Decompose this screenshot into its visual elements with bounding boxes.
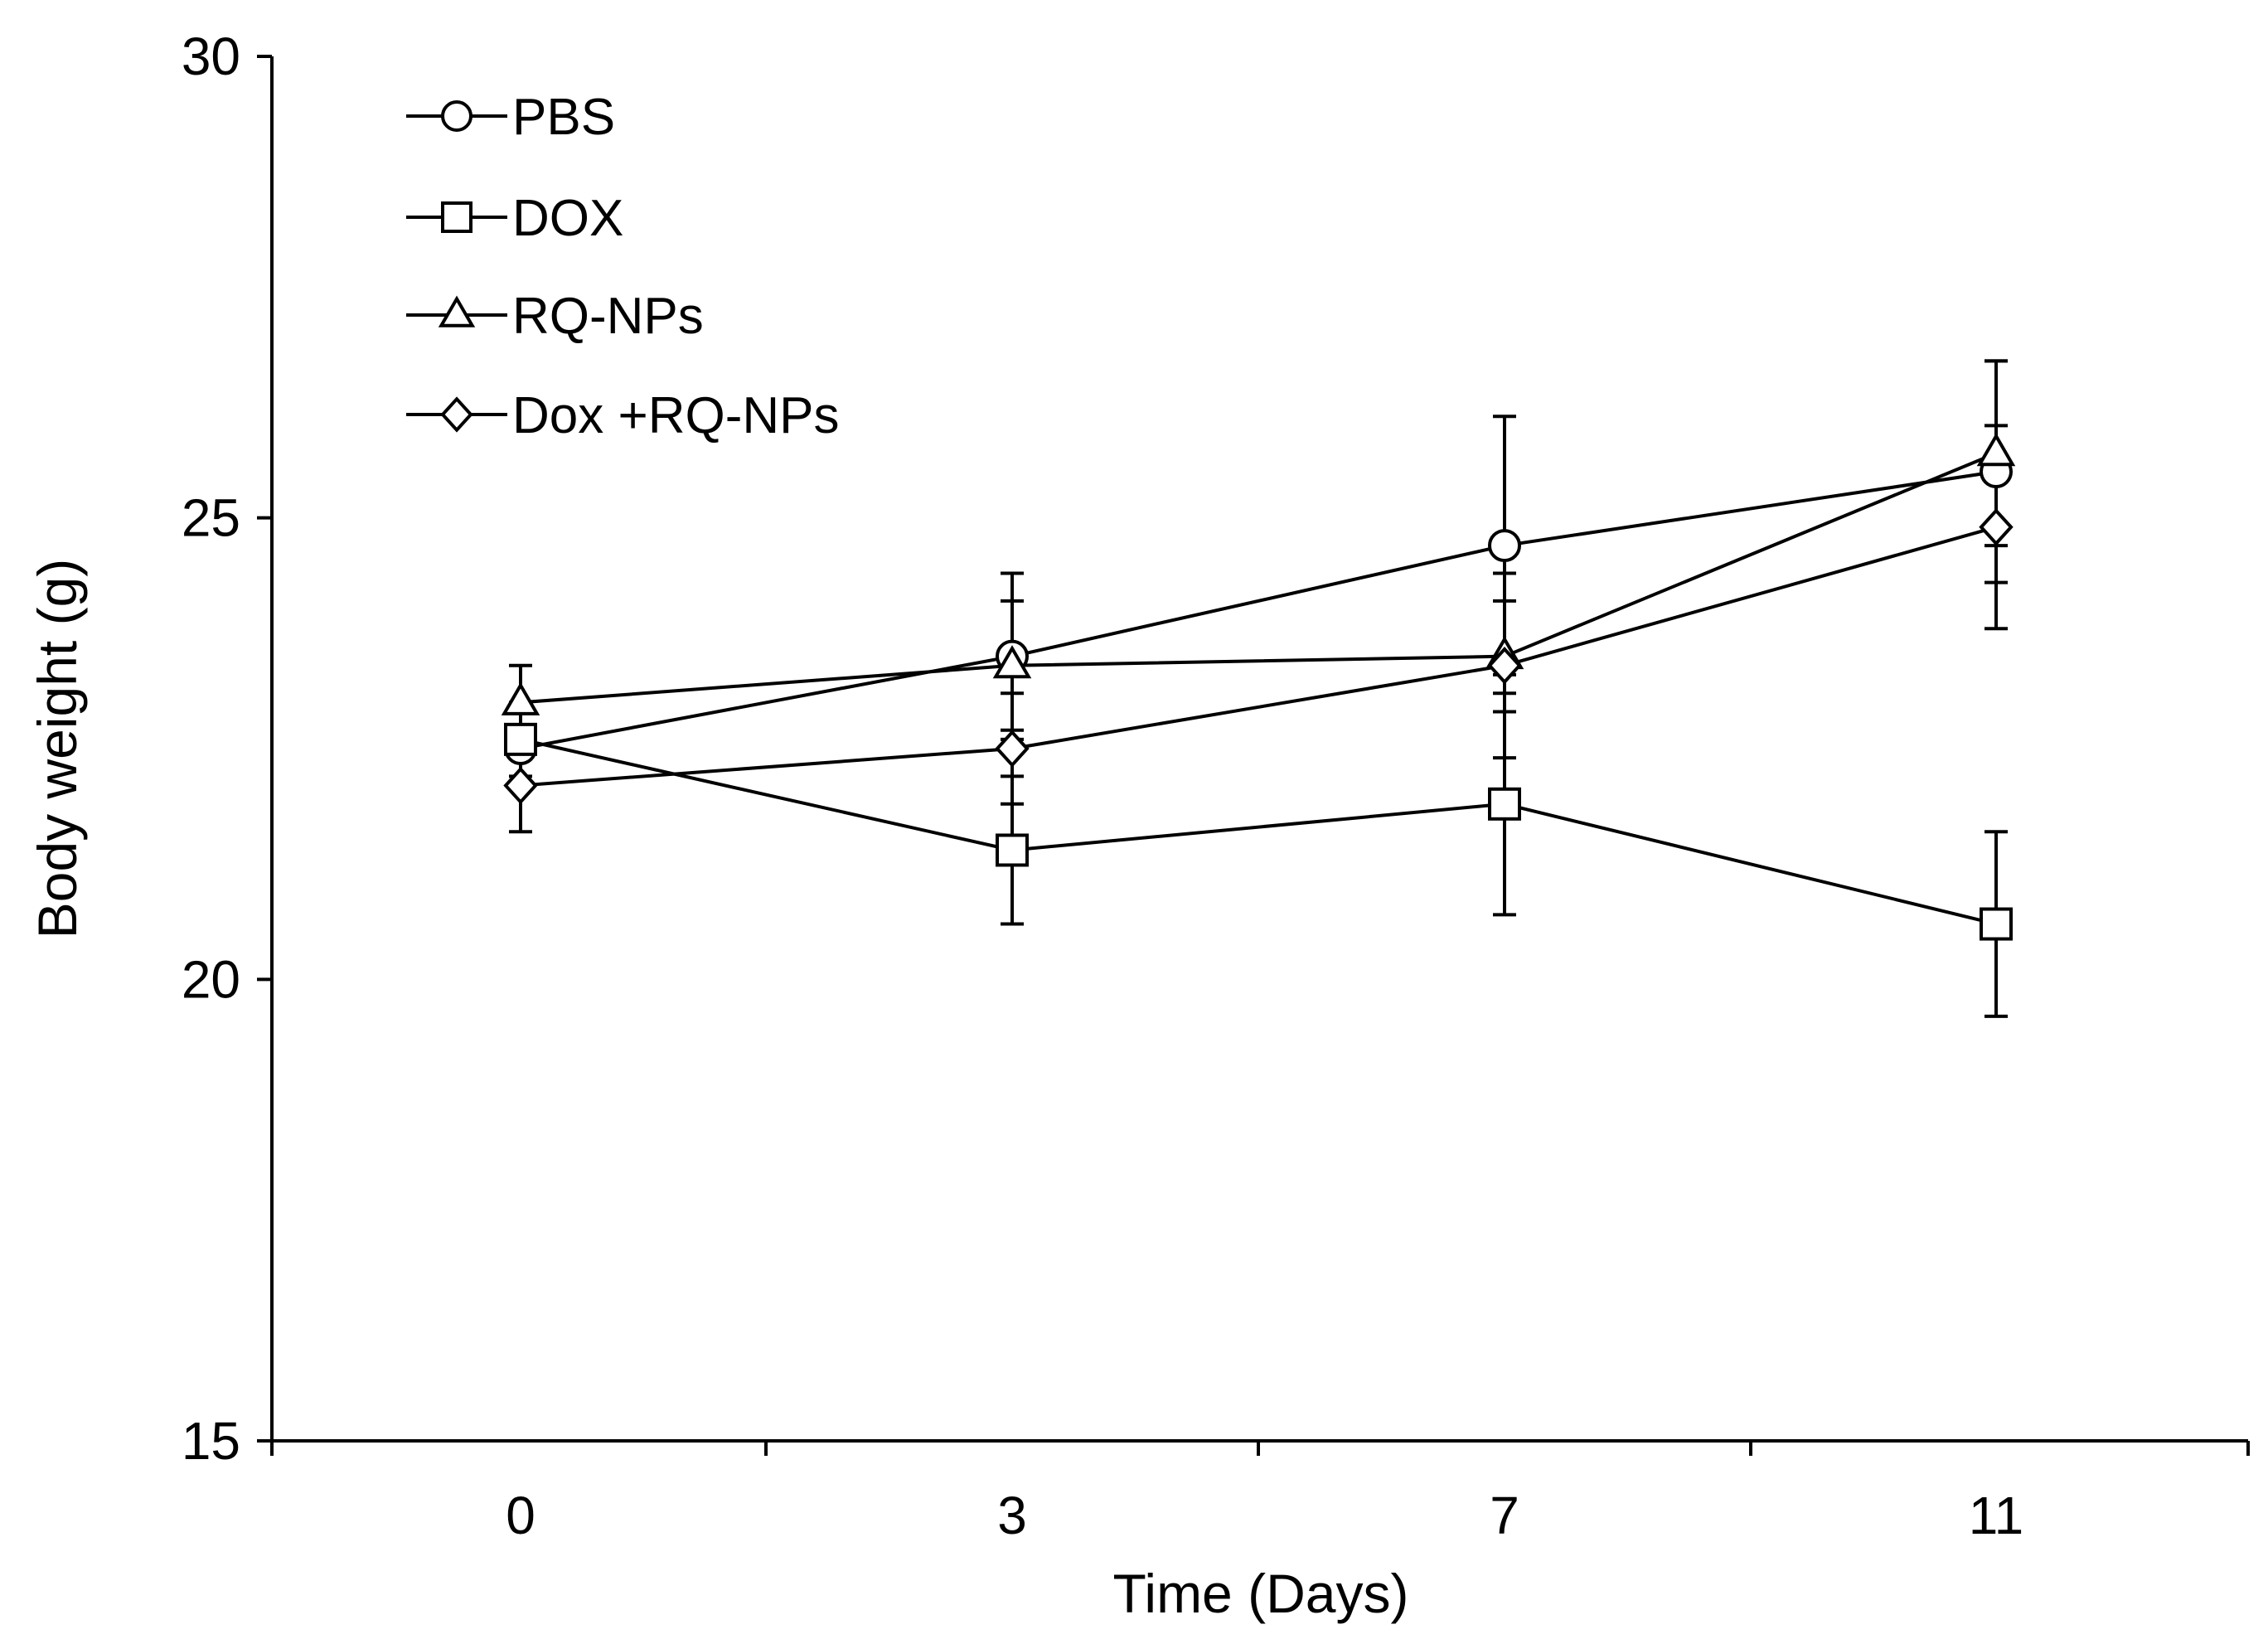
legend: PBS DOX RQ-NPs Dox +RQ-NPs [406,89,839,444]
y-tick-label: 15 [182,1411,240,1471]
legend-label: PBS [512,89,615,146]
data-point-triangle [992,645,1032,679]
x-tick-label: 3 [997,1486,1027,1545]
axes: 15 20 25 30 0 3 7 11 [182,27,2250,1545]
y-tick-label: 25 [182,488,240,548]
data-point-circle [1488,529,1521,563]
data-point-square [1980,907,2013,941]
y-tick-label: 30 [182,27,240,86]
data-point-diamond [503,766,538,805]
series-lines [520,451,1997,926]
legend-label: RQ-NPs [512,288,704,345]
data-point-square [504,722,537,756]
legend-marker-diamond [440,396,473,433]
error-bars [509,359,2008,1018]
legend-marker-circle [441,100,472,132]
data-point-diamond [1487,647,1522,685]
y-tick-label: 20 [182,949,240,1009]
data-point-square [996,833,1029,867]
data-point-triangle [501,681,540,715]
series-line-rq-nps [520,451,1997,705]
legend-marker-triangle [438,295,476,327]
data-point-diamond [995,730,1030,768]
legend-label: Dox +RQ-NPs [512,387,839,444]
data-point-square [1488,787,1521,821]
legend-label: DOX [512,190,623,247]
x-tick-label: 11 [1969,1486,2023,1545]
series-line-dox [520,737,1997,926]
data-point-diamond [1979,508,2014,546]
data-point-triangle [1976,433,2016,467]
data-markers [501,433,2016,941]
series-line-dox-rq-nps [520,525,1997,788]
y-axis-title: Body weight (g) [27,559,88,939]
series-line-pbs [520,470,1997,750]
x-axis-title: Time (Days) [1113,1563,1409,1624]
x-tick-label: 0 [506,1486,536,1545]
legend-marker-square [441,201,472,233]
x-tick-label: 7 [1490,1486,1519,1545]
